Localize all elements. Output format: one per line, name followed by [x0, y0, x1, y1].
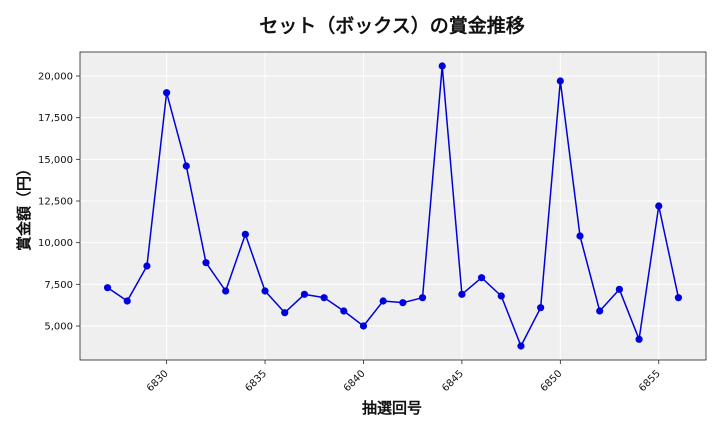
- y-tick-label-2: 10,000: [38, 238, 73, 249]
- y-tick-label-3: 12,500: [38, 197, 73, 208]
- y-ticks: 5,000 7,500 10,000 12,500 15,000 17,500 20,000: [38, 72, 80, 333]
- x-tick-label-0: 6830: [145, 368, 171, 394]
- y-tick-label-0: 5,000: [44, 322, 73, 333]
- data-point-6836: [281, 309, 289, 317]
- data-point-6849: [537, 304, 545, 312]
- data-point-6852: [596, 307, 604, 315]
- data-point-6839: [340, 307, 348, 315]
- x-tick-label-1: 6835: [243, 368, 269, 394]
- data-point-6851: [576, 232, 584, 240]
- series-layer: [103, 62, 683, 350]
- data-point-6854: [635, 335, 643, 343]
- data-point-6838: [320, 294, 328, 302]
- data-point-6832: [202, 259, 210, 267]
- plot-frame: [79, 51, 707, 361]
- y-tick-label-4: 15,000: [38, 155, 73, 166]
- data-point-6855: [655, 202, 663, 210]
- data-point-6850: [556, 77, 564, 85]
- y-axis-label: 賞金額（円）: [15, 161, 33, 251]
- x-tick-label-5: 6855: [637, 368, 663, 394]
- series-line-0: [107, 65, 680, 347]
- data-point-6844: [438, 62, 446, 70]
- y-tick-label-6: 20,000: [38, 72, 73, 83]
- y-tick-label-1: 7,500: [44, 280, 73, 291]
- data-point-6829: [143, 262, 151, 270]
- data-point-6840: [359, 322, 368, 330]
- data-point-6843: [418, 294, 427, 302]
- data-point-6848: [517, 342, 525, 350]
- x-tick-label-2: 6840: [342, 368, 368, 394]
- data-point-6837: [300, 290, 309, 298]
- chart-title: セット（ボックス）の賞金推移: [259, 14, 524, 37]
- data-point-6835: [261, 287, 269, 295]
- data-point-6828: [123, 297, 131, 305]
- axes: [79, 51, 707, 361]
- data-point-6830: [163, 89, 171, 97]
- data-point-6842: [399, 299, 407, 307]
- data-point-6845: [458, 290, 466, 298]
- data-point-6831: [182, 162, 190, 170]
- data-point-6834: [241, 230, 249, 238]
- x-axis-label: 抽選回号: [362, 399, 422, 417]
- x-ticks: 6830 6835 6840 6845 6850 6855: [145, 360, 663, 394]
- y-tick-label-5: 17,500: [38, 113, 73, 124]
- data-point-6841: [379, 297, 387, 305]
- x-tick-label-3: 6845: [440, 368, 466, 394]
- data-point-6853: [615, 285, 623, 293]
- data-point-6827: [103, 284, 112, 292]
- data-point-6856: [674, 294, 683, 302]
- x-tick-label-4: 6850: [539, 368, 565, 394]
- plot-area: [80, 52, 706, 360]
- data-point-6846: [477, 274, 486, 282]
- data-point-6847: [497, 292, 505, 300]
- data-point-6833: [222, 287, 230, 295]
